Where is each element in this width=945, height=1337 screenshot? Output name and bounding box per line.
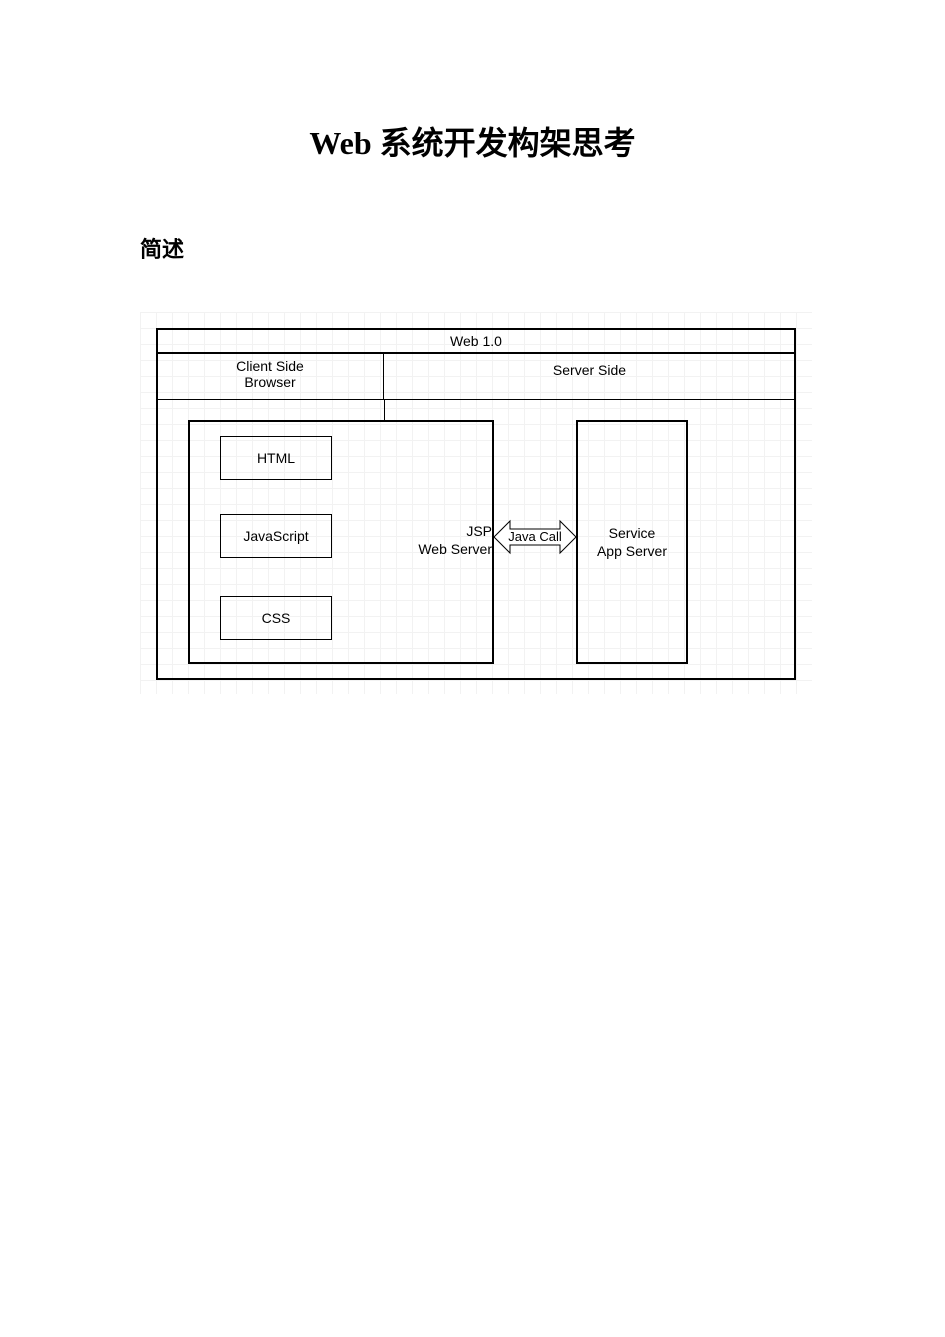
service-label-line2: App Server xyxy=(597,542,667,560)
tech-label-javascript: JavaScript xyxy=(243,527,308,545)
diagram-title-label: Web 1.0 xyxy=(450,332,502,350)
jsp-label-line2: Web Server xyxy=(398,540,492,558)
tech-box-css: CSS xyxy=(220,596,332,640)
architecture-diagram: Web 1.0 Client Side Browser Server Side … xyxy=(140,312,812,694)
jsp-label: JSP Web Server xyxy=(398,522,492,558)
header-client-line2: Browser xyxy=(157,374,383,390)
java-call-label: Java Call xyxy=(498,529,572,546)
jsp-label-line1: JSP xyxy=(398,522,492,540)
tech-label-html: HTML xyxy=(257,449,295,467)
service-box: Service App Server xyxy=(576,420,688,664)
header-server-side: Server Side xyxy=(384,354,796,400)
tech-box-html: HTML xyxy=(220,436,332,480)
tech-label-css: CSS xyxy=(262,609,291,627)
diagram-title-box: Web 1.0 xyxy=(156,328,796,354)
service-label-line1: Service xyxy=(609,524,656,542)
vertical-divider xyxy=(384,400,385,422)
tech-box-javascript: JavaScript xyxy=(220,514,332,558)
header-server-label: Server Side xyxy=(384,358,795,378)
header-client-line1: Client Side xyxy=(157,358,383,374)
page-title: Web 系统开发构架思考 xyxy=(0,118,945,164)
section-heading: 简述 xyxy=(140,232,184,264)
header-client-side: Client Side Browser xyxy=(156,354,384,400)
